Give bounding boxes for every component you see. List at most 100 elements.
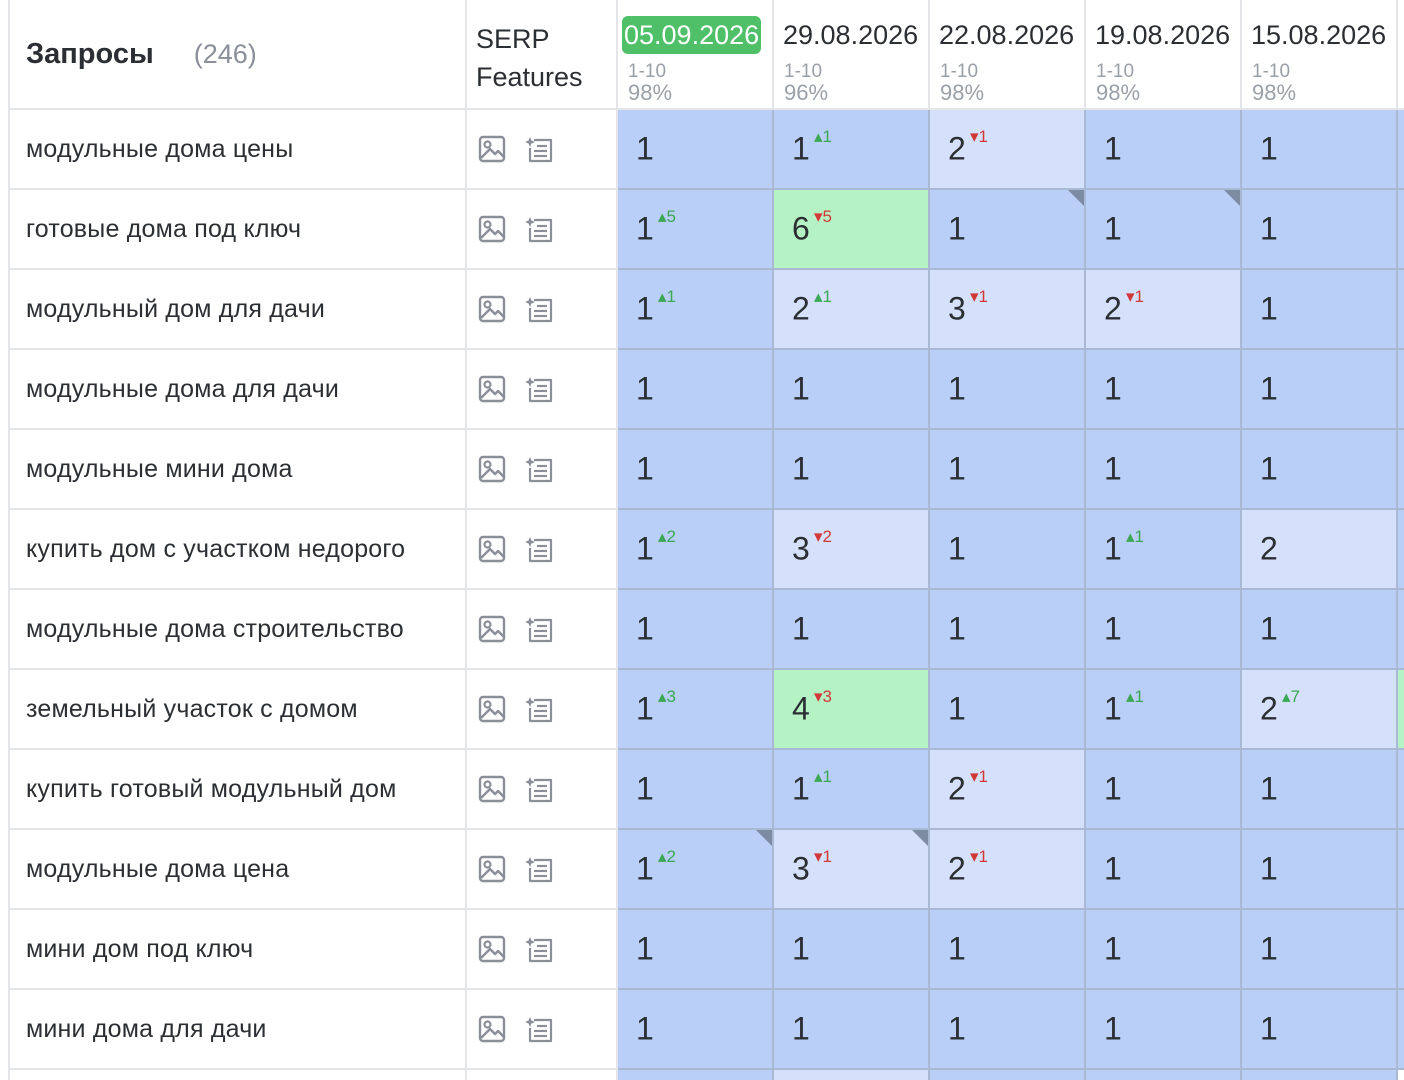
image-icon[interactable]	[477, 374, 507, 404]
query-text[interactable]: купить дом с участком недорого	[26, 535, 406, 563]
note-flag-icon[interactable]	[1068, 190, 1084, 206]
featured-list-icon[interactable]	[525, 614, 555, 644]
position-cell[interactable]: 1	[930, 990, 1086, 1070]
position-cell[interactable]: 1	[1242, 270, 1398, 350]
position-cell[interactable]: 1	[618, 750, 774, 830]
note-flag-icon[interactable]	[756, 830, 772, 846]
featured-list-icon[interactable]	[525, 374, 555, 404]
featured-list-icon[interactable]	[525, 1014, 555, 1044]
query-text[interactable]: модульные дома цена	[26, 855, 290, 883]
position-cell[interactable]: 2 ▾1	[1086, 270, 1242, 350]
note-flag-icon[interactable]	[1224, 190, 1240, 206]
query-cell[interactable]: модульные дома цены	[8, 110, 467, 190]
position-cell[interactable]: 1	[1242, 350, 1398, 430]
image-icon[interactable]	[477, 294, 507, 324]
position-cell[interactable]: 1	[1242, 430, 1398, 510]
position-cell[interactable]: 1	[930, 350, 1086, 430]
note-flag-icon[interactable]	[912, 830, 928, 846]
query-cell[interactable]: модульный дом для дачи	[8, 270, 467, 350]
query-text[interactable]: модульные дома для дачи	[26, 375, 340, 403]
position-cell[interactable]: 1	[1242, 750, 1398, 830]
query-cell[interactable]: модульные дома цена	[8, 830, 467, 910]
position-cell[interactable]: 1	[930, 510, 1086, 590]
position-cell[interactable]: 2 ▴1	[774, 270, 930, 350]
position-cell[interactable]: 1	[1242, 830, 1398, 910]
featured-list-icon[interactable]	[525, 854, 555, 884]
featured-list-icon[interactable]	[525, 214, 555, 244]
image-icon[interactable]	[477, 614, 507, 644]
date-label[interactable]: 05.09.2026	[622, 16, 762, 54]
position-cell[interactable]: 1	[1086, 910, 1242, 990]
position-cell[interactable]: 1	[774, 430, 930, 510]
position-cell[interactable]: 2	[1242, 510, 1398, 590]
image-icon[interactable]	[477, 774, 507, 804]
query-cell[interactable]: купить готовый модульный дом	[8, 750, 467, 830]
query-cell[interactable]: купить дом с участком недорого	[8, 510, 467, 590]
featured-list-icon[interactable]	[525, 774, 555, 804]
position-cell[interactable]: 1 ▴3	[618, 670, 774, 750]
query-text[interactable]: купить готовый модульный дом	[26, 775, 397, 803]
position-cell[interactable]: 1	[618, 350, 774, 430]
position-cell[interactable]: 1	[618, 590, 774, 670]
date-column-header[interactable]: 19.08.2026 1-10 98%	[1086, 0, 1242, 110]
query-cell[interactable]: мини дом под ключ	[8, 910, 467, 990]
position-cell[interactable]: 1	[618, 910, 774, 990]
position-cell[interactable]: 1	[1086, 830, 1242, 910]
position-cell[interactable]: 3 ▾1	[930, 270, 1086, 350]
featured-list-icon[interactable]	[525, 934, 555, 964]
position-cell[interactable]: 1 ▴1	[618, 270, 774, 350]
image-icon[interactable]	[477, 854, 507, 884]
image-icon[interactable]	[477, 934, 507, 964]
date-label[interactable]: 29.08.2026	[783, 20, 919, 50]
queries-header[interactable]: Запросы (246)	[8, 0, 467, 110]
position-cell[interactable]: 1	[930, 910, 1086, 990]
date-column-header[interactable]: 29.08.2026 1-10 96%	[774, 0, 930, 110]
query-text[interactable]: готовые дома под ключ	[26, 215, 302, 243]
date-label[interactable]: 15.08.2026	[1251, 20, 1387, 50]
query-cell[interactable]: модульные дома строительство	[8, 590, 467, 670]
position-cell[interactable]: 1	[618, 430, 774, 510]
position-cell[interactable]: 1	[774, 350, 930, 430]
position-cell[interactable]: 1	[774, 590, 930, 670]
position-cell[interactable]: 1 ▴5	[618, 190, 774, 270]
date-column-header[interactable]: 15.08.2026 1-10 98%	[1242, 0, 1398, 110]
query-text[interactable]: земельный участок с домом	[26, 695, 358, 723]
position-cell[interactable]: 2 ▾1	[930, 110, 1086, 190]
query-cell[interactable]: земельный участок с домом	[8, 670, 467, 750]
featured-list-icon[interactable]	[525, 534, 555, 564]
position-cell[interactable]: 1 ▴1	[774, 750, 930, 830]
position-cell[interactable]: 1 ▴2	[618, 510, 774, 590]
image-icon[interactable]	[477, 694, 507, 724]
date-column-header[interactable]: 22.08.2026 1-10 98%	[930, 0, 1086, 110]
image-icon[interactable]	[477, 534, 507, 564]
query-text[interactable]: модульные дома цены	[26, 135, 294, 163]
position-cell[interactable]: 3 ▾1	[774, 830, 930, 910]
position-cell[interactable]: 1	[1086, 190, 1242, 270]
query-text[interactable]: мини дом под ключ	[26, 935, 254, 963]
query-cell[interactable]: модульные дома для дачи	[8, 350, 467, 430]
position-cell[interactable]: 6 ▾5	[774, 190, 930, 270]
query-text[interactable]: модульные мини дома	[26, 455, 293, 483]
position-cell[interactable]: 1 ▴1	[774, 110, 930, 190]
featured-list-icon[interactable]	[525, 134, 555, 164]
position-cell[interactable]: 1	[774, 990, 930, 1070]
position-cell[interactable]: 1	[618, 990, 774, 1070]
image-icon[interactable]	[477, 134, 507, 164]
query-cell[interactable]: модульные мини дома	[8, 430, 467, 510]
position-cell[interactable]: 1 ▴1	[1086, 670, 1242, 750]
date-label[interactable]: 19.08.2026	[1095, 20, 1231, 50]
position-cell[interactable]: 1	[1086, 430, 1242, 510]
query-cell[interactable]: готовые дома под ключ	[8, 190, 467, 270]
query-text[interactable]: модульные дома строительство	[26, 615, 404, 643]
query-cell[interactable]: мини дома для дачи	[8, 990, 467, 1070]
position-cell[interactable]: 1 ▴2	[618, 830, 774, 910]
featured-list-icon[interactable]	[525, 454, 555, 484]
date-column-header[interactable]: 05.09.2026 1-10 98%	[618, 0, 774, 110]
position-cell[interactable]: 1	[1242, 590, 1398, 670]
query-text[interactable]: модульный дом для дачи	[26, 295, 325, 323]
date-label[interactable]: 22.08.2026	[939, 20, 1075, 50]
position-cell[interactable]: 1	[1086, 990, 1242, 1070]
position-cell[interactable]: 1	[1086, 590, 1242, 670]
position-cell[interactable]: 1 ▴1	[1086, 510, 1242, 590]
image-icon[interactable]	[477, 454, 507, 484]
